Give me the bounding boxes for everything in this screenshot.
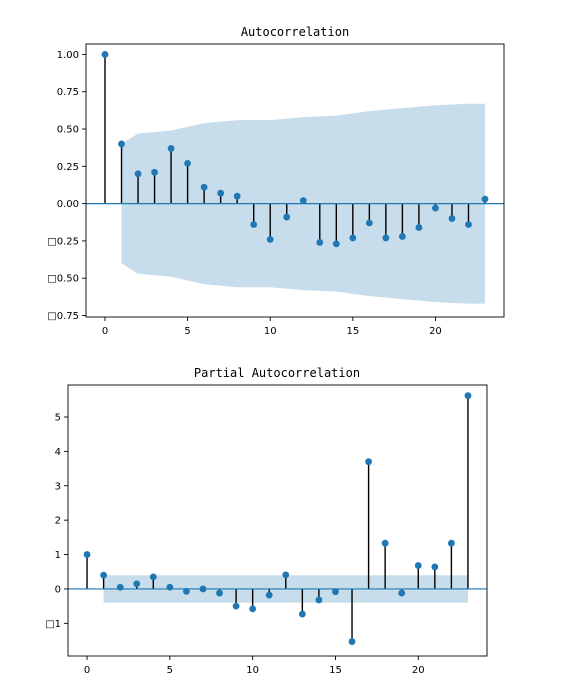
y-tick-label: 1.00 [57,50,79,61]
y-tick-label: 4 [55,447,61,458]
data-point [415,224,423,231]
x-tick-label: 5 [184,326,190,337]
x-tick-label: 15 [346,326,359,337]
data-point [83,551,91,558]
data-point [134,170,142,178]
x-tick-label: 20 [429,326,442,337]
y-tick-label: 0.50 [57,125,79,136]
x-tick-label: 0 [84,665,90,676]
data-point [183,587,190,595]
y-tick-label: □0.50 [47,274,79,285]
data-point [448,215,456,222]
data-point [398,233,406,240]
y-tick-label: 5 [55,412,61,423]
data-point [298,610,306,618]
data-point [133,580,141,588]
data-point [199,585,207,593]
data-point [348,638,356,645]
x-tick-label: 5 [167,665,173,676]
data-point [365,219,373,227]
y-tick-label: 0 [55,584,61,595]
x-tick-label: 15 [329,665,342,676]
data-point [481,195,489,203]
data-point [266,236,274,243]
y-tick-label: 1 [55,550,61,561]
data-point [365,458,372,466]
data-point [200,183,208,191]
y-tick-label: 2 [55,516,61,527]
data-point [332,588,339,596]
data-point [250,221,258,228]
chart-title: Partial Autocorrelation [194,366,360,380]
y-tick-label: 0.25 [57,162,79,173]
data-point [432,204,439,212]
data-point [349,234,357,242]
data-point [100,571,108,579]
autocorrelation-chart: Autocorrelation 0 5 10 15 20 □0.75 □0.50 □0.25 0… [47,25,505,337]
data-point [431,563,439,571]
data-point [447,539,455,547]
data-point [316,239,324,246]
x-tick-label: 10 [246,665,259,676]
data-point [282,571,290,579]
data-point [315,596,323,604]
data-point [233,192,241,200]
data-point [167,145,175,152]
data-point [149,573,157,581]
data-point [101,51,109,58]
data-point [166,583,174,591]
chart-title: Autocorrelation [241,25,349,39]
plot-frame [85,43,505,318]
data-point [464,392,472,400]
data-point [299,197,307,205]
partial-autocorrelation-chart: Partial Autocorrelation 0 5 10 15 20 □1 0 1 2 3 4 5 [45,366,488,676]
data-point [283,213,291,221]
data-point [382,234,390,242]
x-tick-label: 10 [264,326,277,337]
plot-frame [67,384,488,657]
y-tick-label: 3 [55,481,61,492]
data-point [249,605,257,613]
x-tick-label: 0 [102,326,108,337]
data-point [265,591,273,599]
y-tick-label: □0.75 [47,311,79,322]
data-point [332,240,340,248]
data-point [232,602,240,610]
y-tick-label: □0.25 [47,236,79,247]
data-point [118,140,125,148]
data-point [184,159,192,167]
data-point [116,583,124,591]
y-tick-label: □1 [45,619,61,630]
data-point [465,221,472,228]
y-tick-label: 0.75 [57,87,79,98]
data-point [414,562,422,569]
y-tick-label: 0.00 [57,199,79,210]
data-point [216,589,223,597]
x-tick-label: 20 [412,665,425,676]
data-point [217,189,225,197]
data-point [381,539,389,547]
data-point [398,589,406,597]
data-point [151,168,158,176]
